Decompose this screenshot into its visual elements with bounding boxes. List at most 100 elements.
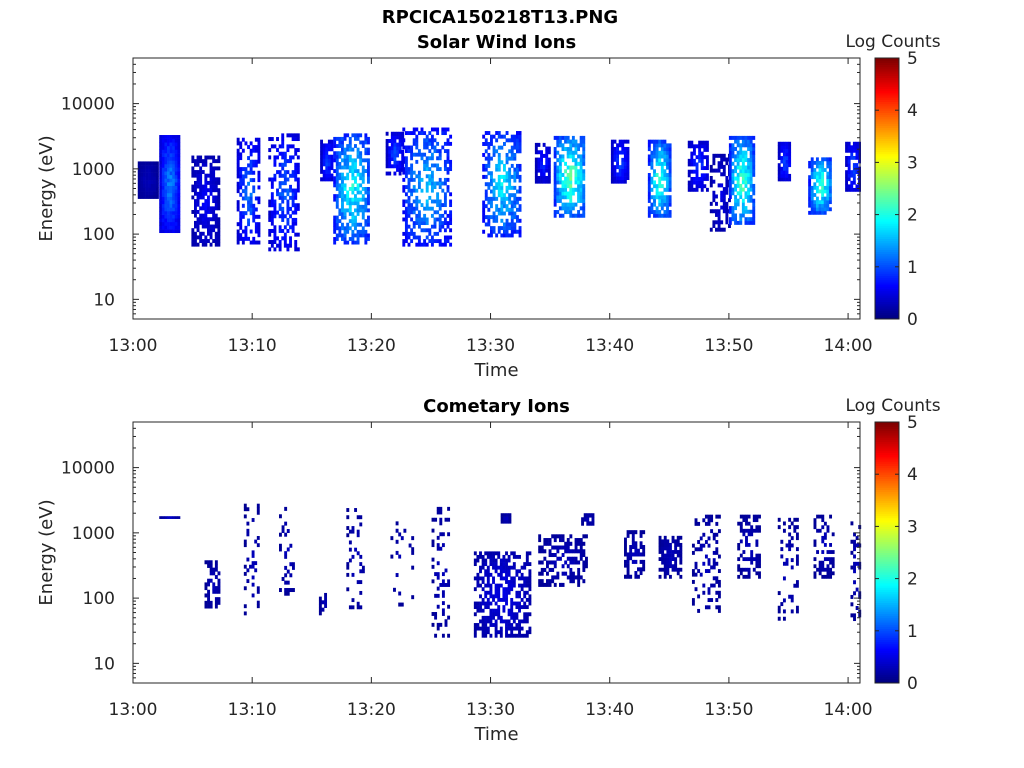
spectrogram-cell — [845, 170, 848, 175]
y-tick-label: 10 — [93, 654, 115, 674]
colorbar-tick-label: 0 — [907, 310, 918, 330]
spectrogram-cell — [283, 232, 287, 237]
spectrogram-cell — [257, 137, 261, 142]
spectrogram-cell — [737, 557, 741, 562]
spectrogram-cell — [286, 159, 290, 164]
spectrogram-cell — [486, 580, 490, 584]
spectrogram-cell — [513, 171, 517, 176]
spectrogram-cell — [674, 539, 678, 544]
spectrogram-cell — [402, 239, 406, 244]
spectrogram-cell — [810, 164, 814, 169]
colorbar-segment — [875, 203, 899, 207]
spectrogram-cell — [420, 242, 424, 247]
spectrogram-cell — [395, 550, 399, 555]
spectrogram-cell — [513, 211, 517, 216]
spectrogram-cell — [752, 150, 756, 155]
colorbar-segment — [875, 517, 899, 521]
spectrogram-cell — [446, 235, 450, 240]
spectrogram-cell — [634, 574, 638, 579]
spectrogram-cell — [647, 173, 651, 178]
spectrogram-cell — [204, 159, 208, 164]
spectrogram-cell — [722, 187, 726, 192]
spectrogram-cell — [294, 188, 298, 193]
spectrogram-cell — [534, 157, 538, 162]
spectrogram-cell — [164, 225, 168, 230]
spectrogram-cell — [167, 145, 170, 150]
spectrogram-cell — [490, 171, 493, 176]
spectrogram-cell — [715, 547, 719, 552]
spectrogram-cell — [423, 145, 427, 150]
spectrogram-cell — [747, 198, 750, 203]
spectrogram-cell — [430, 185, 434, 190]
spectrogram-cell — [320, 177, 324, 182]
colorbar-label: Log Counts — [845, 32, 940, 52]
spectrogram-cell — [415, 217, 419, 222]
spectrogram-cell — [616, 157, 620, 162]
spectrogram-cell — [395, 573, 399, 578]
spectrogram-cell — [361, 179, 365, 184]
spectrogram-cell — [207, 600, 211, 605]
spectrogram-cell — [717, 153, 721, 158]
spectrogram-cell — [503, 211, 506, 216]
spectrogram-cell — [172, 156, 176, 161]
spectrogram-cell — [161, 135, 165, 139]
spectrogram-cell — [515, 590, 519, 595]
spectrogram-cell — [624, 563, 627, 568]
colorbar-segment — [875, 134, 899, 137]
spectrogram-cell — [850, 184, 854, 189]
spectrogram-cell — [699, 547, 703, 552]
spectrogram-cell — [720, 194, 724, 199]
spectrogram-cell — [407, 199, 411, 204]
spectrogram-cell — [177, 200, 181, 205]
spectrogram-cell — [494, 594, 498, 599]
spectrogram-cell — [341, 140, 344, 145]
spectrogram-cell — [610, 150, 614, 155]
spectrogram-cell — [167, 160, 170, 165]
spectrogram-cell — [289, 543, 293, 548]
spectrogram-cell — [518, 178, 522, 183]
spectrogram-cell — [217, 217, 221, 222]
colorbar-segment — [875, 173, 899, 176]
spectrogram-cell — [717, 161, 721, 166]
spectrogram-cell — [566, 191, 570, 196]
spectrogram-cell — [283, 243, 287, 248]
spectrogram-cell — [402, 231, 406, 236]
spectrogram-cell — [855, 141, 859, 146]
spectrogram-cell — [446, 152, 450, 157]
spectrogram-cell — [747, 514, 751, 519]
spectrogram-cell — [273, 240, 277, 244]
spectrogram-cell — [497, 551, 501, 556]
spectrogram-cell — [283, 177, 287, 182]
spectrogram-cell — [558, 206, 562, 211]
spectrogram-cell — [247, 203, 250, 208]
spectrogram-cell — [161, 189, 165, 194]
spectrogram-cell — [254, 225, 258, 230]
spectrogram-cell — [207, 593, 211, 598]
spectrogram-cell — [286, 228, 290, 233]
spectrogram-cell — [694, 572, 698, 577]
spectrogram-cell — [420, 152, 424, 157]
spectrogram-cell — [159, 178, 163, 183]
spectrogram-cell — [209, 188, 213, 193]
spectrogram-cell — [217, 582, 221, 587]
spectrogram-cell — [540, 153, 543, 158]
spectrogram-cell — [542, 172, 546, 177]
spectrogram-cell — [744, 183, 748, 188]
spectrogram-cell — [278, 173, 282, 178]
spectrogram-cell — [174, 174, 178, 179]
spectrogram-cell — [739, 183, 743, 188]
spectrogram-cell — [637, 552, 640, 557]
spectrogram-cell — [510, 211, 514, 216]
spectrogram-cell — [281, 140, 285, 145]
spectrogram-cell — [752, 198, 756, 203]
spectrogram-cell — [487, 163, 491, 168]
spectrogram-cell — [441, 633, 445, 638]
spectrogram-cell — [270, 217, 274, 222]
spectrogram-cell — [257, 170, 261, 175]
spectrogram-cell — [712, 157, 716, 162]
spectrogram-cell — [249, 203, 253, 208]
spectrogram-cell — [172, 211, 176, 215]
spectrogram-cell — [273, 232, 277, 237]
spectrogram-cell — [553, 180, 557, 185]
spectrogram-cell — [499, 565, 503, 570]
